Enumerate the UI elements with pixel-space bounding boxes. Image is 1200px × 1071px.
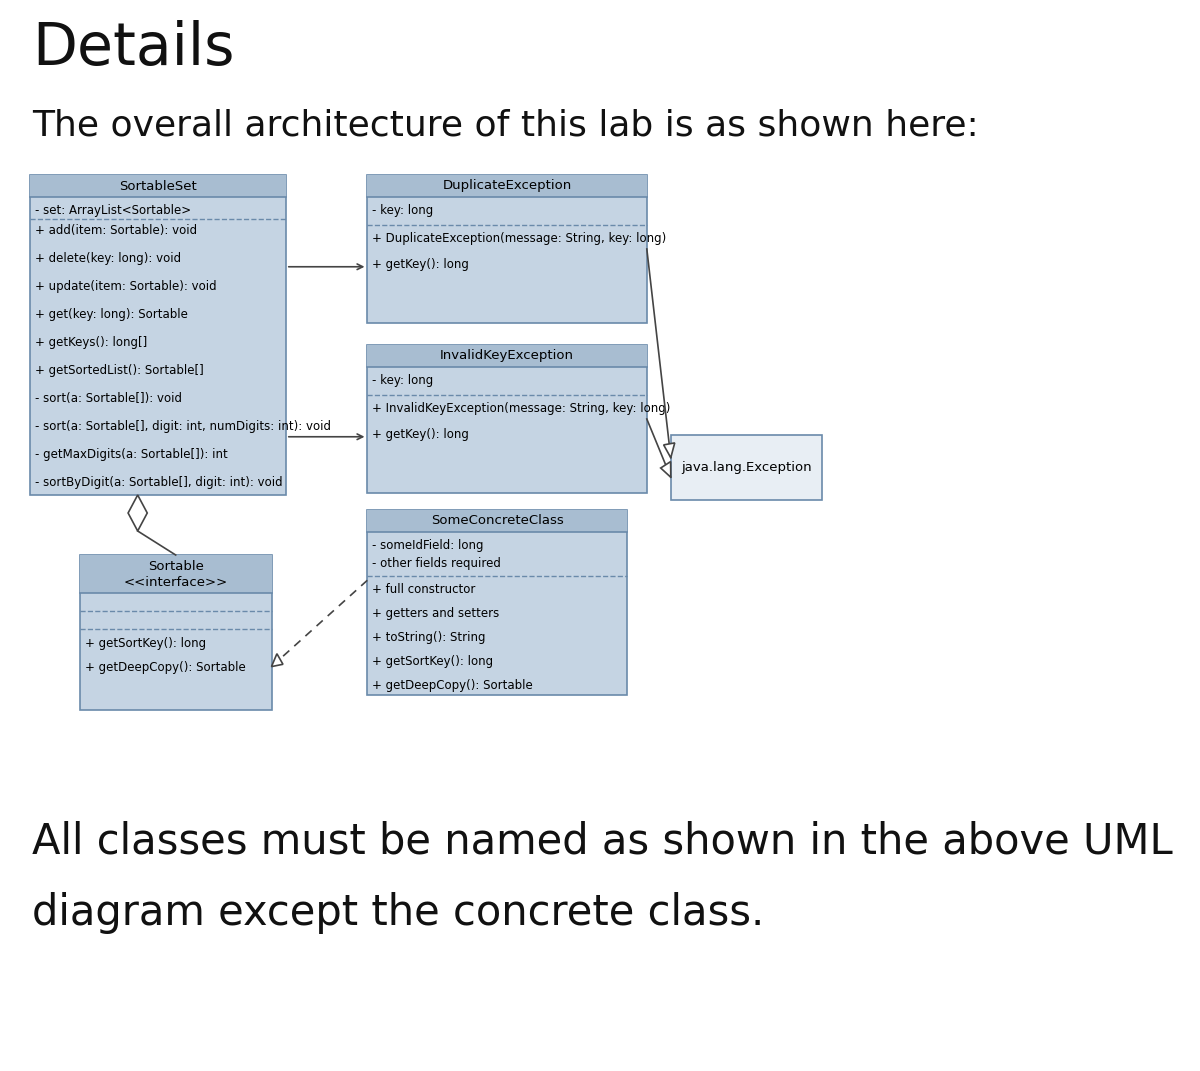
Bar: [80, 555, 271, 593]
Text: + getSortKey(): long: + getSortKey(): long: [85, 637, 205, 650]
Text: - getMaxDigits(a: Sortable[]): int: - getMaxDigits(a: Sortable[]): int: [35, 448, 228, 461]
Text: + getSortedList(): Sortable[]: + getSortedList(): Sortable[]: [35, 364, 204, 377]
Bar: [367, 510, 626, 532]
Text: + getKeys(): long[]: + getKeys(): long[]: [35, 336, 148, 349]
Text: DuplicateException: DuplicateException: [443, 180, 571, 193]
Text: + getDeepCopy(): Sortable: + getDeepCopy(): Sortable: [372, 679, 533, 692]
Polygon shape: [664, 443, 674, 457]
Text: + getSortKey(): long: + getSortKey(): long: [372, 655, 493, 668]
Text: - sortByDigit(a: Sortable[], digit: int): void: - sortByDigit(a: Sortable[], digit: int)…: [35, 476, 283, 489]
Bar: [80, 555, 271, 710]
Text: Sortable
<<interface>>: Sortable <<interface>>: [124, 559, 228, 588]
Text: Details: Details: [32, 20, 234, 77]
Text: - sort(a: Sortable[]): void: - sort(a: Sortable[]): void: [35, 392, 182, 405]
Bar: [30, 175, 286, 197]
Text: + getDeepCopy(): Sortable: + getDeepCopy(): Sortable: [85, 661, 245, 674]
Bar: [367, 345, 647, 367]
Text: - sort(a: Sortable[], digit: int, numDigits: int): void: - sort(a: Sortable[], digit: int, numDig…: [35, 420, 331, 433]
Bar: [367, 175, 647, 323]
Text: - key: long: - key: long: [372, 203, 433, 217]
Bar: [367, 175, 647, 197]
Text: - key: long: - key: long: [372, 374, 433, 387]
Text: + get(key: long): Sortable: + get(key: long): Sortable: [35, 308, 188, 321]
Text: + DuplicateException(message: String, key: long): + DuplicateException(message: String, ke…: [372, 232, 666, 245]
Text: The overall architecture of this lab is as shown here:: The overall architecture of this lab is …: [32, 108, 979, 142]
Bar: [367, 345, 647, 493]
Text: + delete(key: long): void: + delete(key: long): void: [35, 252, 181, 265]
Text: All classes must be named as shown in the above UML
diagram except the concrete : All classes must be named as shown in th…: [32, 820, 1172, 934]
Text: + getKey(): long: + getKey(): long: [372, 258, 469, 271]
Text: + getters and setters: + getters and setters: [372, 607, 499, 620]
Text: SortableSet: SortableSet: [119, 180, 197, 193]
Text: - someIdField: long: - someIdField: long: [372, 539, 484, 552]
Polygon shape: [128, 495, 148, 531]
Text: + getKey(): long: + getKey(): long: [372, 428, 469, 441]
Bar: [30, 175, 286, 495]
Polygon shape: [661, 462, 671, 478]
Text: - other fields required: - other fields required: [372, 557, 500, 570]
Bar: [367, 510, 626, 695]
Text: + add(item: Sortable): void: + add(item: Sortable): void: [35, 224, 197, 237]
Text: + toString(): String: + toString(): String: [372, 631, 486, 644]
Text: + InvalidKeyException(message: String, key: long): + InvalidKeyException(message: String, k…: [372, 402, 671, 414]
Text: + update(item: Sortable): void: + update(item: Sortable): void: [35, 280, 217, 293]
Text: - set: ArrayList<Sortable>: - set: ArrayList<Sortable>: [35, 203, 191, 217]
Polygon shape: [271, 653, 283, 666]
Bar: [671, 435, 822, 500]
Text: java.lang.Exception: java.lang.Exception: [682, 461, 812, 474]
Text: InvalidKeyException: InvalidKeyException: [440, 349, 574, 362]
Text: + full constructor: + full constructor: [372, 583, 475, 595]
Text: SomeConcreteClass: SomeConcreteClass: [431, 514, 564, 528]
